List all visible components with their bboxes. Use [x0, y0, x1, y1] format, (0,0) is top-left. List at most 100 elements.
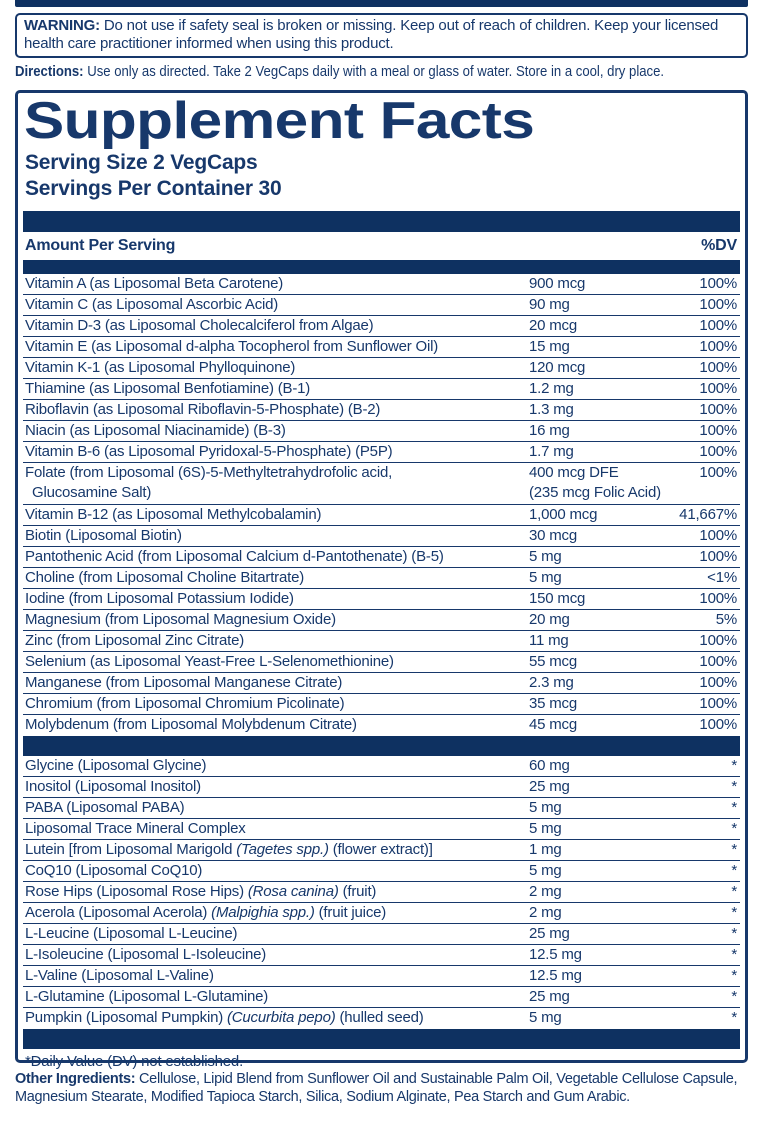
- dv-value: *: [731, 988, 737, 1005]
- dv-value: *: [731, 883, 737, 900]
- dv-value: 100%: [699, 338, 737, 355]
- supplement-row: L-Isoleucine (Liposomal L-Isoleucine) 12.…: [23, 945, 740, 966]
- dv-value: *: [731, 904, 737, 921]
- dv-value: *: [731, 799, 737, 816]
- ingredient-name: Niacin (as Liposomal Niacinamide) (B-3): [25, 422, 286, 439]
- amount-value: 90 mg: [529, 296, 570, 313]
- column-header-row: Amount Per Serving %DV: [23, 232, 740, 260]
- dv-value: 100%: [699, 359, 737, 376]
- dv-value: *: [731, 757, 737, 774]
- amount-value: 150 mcg: [529, 590, 586, 607]
- amount-value: 11 mg: [529, 632, 569, 649]
- amount-value: 5 mg: [529, 799, 562, 816]
- dv-value: 100%: [699, 674, 737, 691]
- amount-value: 25 mg: [529, 988, 570, 1005]
- other-nutrients-table: Glycine (Liposomal Glycine) 60 mg * Inosito…: [23, 756, 740, 1029]
- main-nutrients-table: Vitamin A (as Liposomal Beta Carotene) 90…: [23, 274, 740, 736]
- other-ingredients: Other Ingredients: Cellulose, Lipid Blen…: [15, 1070, 756, 1106]
- ingredient-name: Lutein [from Liposomal Marigold (Tagetes…: [25, 841, 433, 858]
- amount-value: 12.5 mg: [529, 946, 582, 963]
- dv-value: 100%: [699, 653, 737, 670]
- supplement-row: Vitamin K-1 (as Liposomal Phylloquinone)…: [23, 358, 740, 379]
- dv-value: 100%: [699, 527, 737, 544]
- dv-value: <1%: [707, 569, 737, 586]
- ingredient-name-line2: Glucosamine Salt): [32, 483, 152, 501]
- dv-value: 100%: [699, 380, 737, 397]
- amount-value: 60 mg: [529, 757, 570, 774]
- supplement-row: PABA (Liposomal PABA) 5 mg *: [23, 798, 740, 819]
- dv-value: 100%: [699, 548, 737, 565]
- supplement-row: Vitamin B-6 (as Liposomal Pyridoxal-5-Ph…: [23, 442, 740, 463]
- amount-value: 1.2 mg: [529, 380, 574, 397]
- dv-value: 5%: [715, 611, 737, 628]
- dv-value: 100%: [699, 590, 737, 607]
- amount-value: 5 mg: [529, 569, 562, 586]
- amount-value: 1 mg: [529, 841, 562, 858]
- supplement-row: Rose Hips (Liposomal Rose Hips) (Rosa ca…: [23, 882, 740, 903]
- amount-value-line2: (235 mcg Folic Acid): [529, 483, 661, 501]
- ingredient-name: Pantothenic Acid (from Liposomal Calcium…: [25, 548, 444, 565]
- dv-value: 100%: [699, 443, 737, 460]
- dv-value: 100%: [699, 275, 737, 292]
- amount-value: 25 mg: [529, 778, 570, 795]
- supplement-row: Riboflavin (as Liposomal Riboflavin-5-Ph…: [23, 400, 740, 421]
- amount-value: 15 mg: [529, 338, 570, 355]
- dv-value: 100%: [699, 464, 737, 481]
- amount-value: 5 mg: [529, 548, 562, 565]
- supplement-row: Vitamin E (as Liposomal d-alpha Tocopher…: [23, 337, 740, 358]
- section-divider-bar: [23, 1029, 740, 1049]
- servings-per-container: Servings Per Container 30: [25, 177, 282, 200]
- ingredient-name: Zinc (from Liposomal Zinc Citrate): [25, 632, 245, 649]
- dv-value: *: [731, 841, 737, 858]
- ingredient-name: Glycine (Liposomal Glycine): [25, 757, 207, 774]
- supplement-row: Molybdenum (from Liposomal Molybdenum Ci…: [23, 715, 740, 736]
- supplement-row: Vitamin A (as Liposomal Beta Carotene) 90…: [23, 274, 740, 295]
- ingredient-name: L-Isoleucine (Liposomal L-Isoleucine): [25, 946, 267, 963]
- amount-value: 35 mcg: [529, 695, 577, 712]
- ingredient-name: Vitamin E (as Liposomal d-alpha Tocopher…: [25, 338, 439, 355]
- ingredient-name: Rose Hips (Liposomal Rose Hips) (Rosa ca…: [25, 883, 377, 900]
- dv-value: *: [731, 946, 737, 963]
- directions-label: Directions:: [15, 63, 84, 80]
- ingredient-name: Chromium (from Liposomal Chromium Picoli…: [25, 695, 345, 712]
- ingredient-name: Magnesium (from Liposomal Magnesium Oxid…: [25, 611, 336, 628]
- dv-header: %DV: [701, 237, 737, 254]
- supplement-row: Chromium (from Liposomal Chromium Picoli…: [23, 694, 740, 715]
- amount-value: 900 mcg: [529, 275, 586, 292]
- ingredient-name: Biotin (Liposomal Biotin): [25, 527, 182, 544]
- ingredient-name: Riboflavin (as Liposomal Riboflavin-5-Ph…: [25, 401, 381, 418]
- dv-value: 100%: [699, 317, 737, 334]
- ingredient-name: Manganese (from Liposomal Manganese Citr…: [25, 674, 343, 691]
- supplement-row: Folate (from Liposomal (6S)-5-Methyltetr…: [23, 463, 740, 505]
- supplement-row: Glycine (Liposomal Glycine) 60 mg *: [23, 756, 740, 777]
- ingredient-name: Vitamin B-6 (as Liposomal Pyridoxal-5-Ph…: [25, 443, 393, 460]
- dv-value: *: [731, 967, 737, 984]
- amount-value: 45 mcg: [529, 716, 577, 733]
- amount-value: 2 mg: [529, 883, 562, 900]
- directions-line: Directions: Use only as directed. Take 2…: [15, 62, 754, 81]
- dv-value: *: [731, 820, 737, 837]
- supplement-row: Selenium (as Liposomal Yeast-Free L-Sele…: [23, 652, 740, 673]
- supplement-row: L-Glutamine (Liposomal L-Glutamine) 25 mg…: [23, 987, 740, 1008]
- supplement-row: Vitamin C (as Liposomal Ascorbic Acid) 90…: [23, 295, 740, 316]
- supplement-facts-panel: Supplement Facts Serving Size 2 VegCaps …: [15, 90, 748, 1070]
- supplement-row: Vitamin D-3 (as Liposomal Cholecalcifero…: [23, 316, 740, 337]
- ingredient-name: Thiamine (as Liposomal Benfotiamine) (B-…: [25, 380, 311, 397]
- ingredient-name: L-Valine (Liposomal L-Valine): [25, 967, 214, 984]
- dv-value: *: [731, 1009, 737, 1026]
- section-divider-bar: [23, 736, 740, 756]
- supplement-row: Manganese (from Liposomal Manganese Citr…: [23, 673, 740, 694]
- supplement-row: Vitamin B-12 (as Liposomal Methylcobalam…: [23, 505, 740, 526]
- ingredient-name: Acerola (Liposomal Acerola) (Malpighia s…: [25, 904, 387, 921]
- ingredient-name: Vitamin K-1 (as Liposomal Phylloquinone): [25, 359, 296, 376]
- supplement-row: Thiamine (as Liposomal Benfotiamine) (B-…: [23, 379, 740, 400]
- supplement-row: Pantothenic Acid (from Liposomal Calcium…: [23, 547, 740, 568]
- supplement-row: Choline (from Liposomal Choline Bitartra…: [23, 568, 740, 589]
- ingredient-name: Liposomal Trace Mineral Complex: [25, 820, 246, 837]
- amount-value: 1,000 mcg: [529, 506, 598, 523]
- ingredient-name: Vitamin C (as Liposomal Ascorbic Acid): [25, 296, 279, 313]
- amount-value: 20 mg: [529, 611, 570, 628]
- supplement-row: Pumpkin (Liposomal Pumpkin) (Cucurbita p…: [23, 1008, 740, 1029]
- amount-value: 1.7 mg: [529, 443, 574, 460]
- dv-value: 100%: [699, 632, 737, 649]
